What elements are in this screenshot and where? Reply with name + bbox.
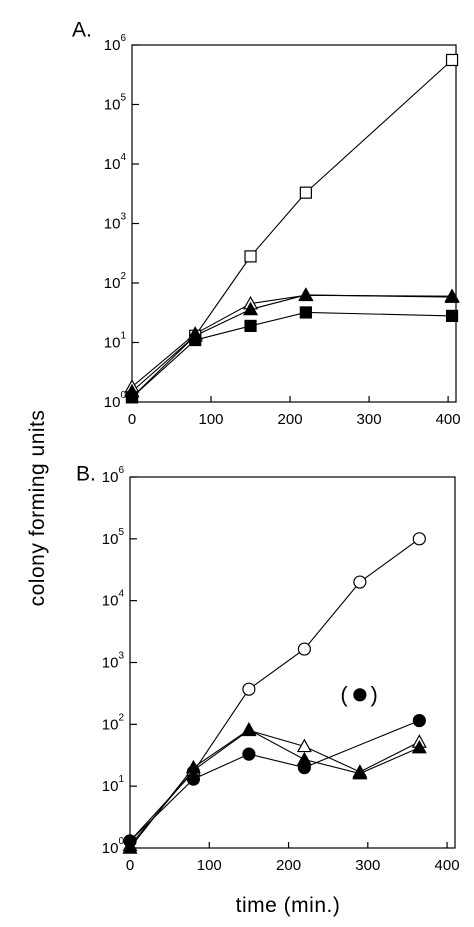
x-tick-label: 200 xyxy=(276,857,301,874)
x-tick-label: 300 xyxy=(355,857,380,874)
series-line-filled-triangle xyxy=(131,294,453,392)
data-point-filled-circle xyxy=(242,747,256,761)
x-tick-label: 100 xyxy=(197,857,222,874)
annotation-paren: ( xyxy=(340,682,348,707)
series-line-filled-circle xyxy=(129,720,420,842)
data-point-filled-triangle xyxy=(444,289,460,303)
data-point-filled-circle xyxy=(412,713,426,728)
x-tick-label: 400 xyxy=(435,857,460,874)
y-tick-label: 101 xyxy=(104,331,127,352)
y-tick-label: 103 xyxy=(104,212,127,233)
y-tick-label: 104 xyxy=(104,152,127,173)
x-axis-title: time (min.) xyxy=(236,894,341,917)
data-point-filled-circle xyxy=(123,834,137,848)
data-point-open-square xyxy=(244,250,257,263)
y-tick-label: 104 xyxy=(102,589,125,610)
data-point-open-circle xyxy=(297,642,311,656)
data-point-filled-triangle xyxy=(298,287,314,301)
y-tick-label: 105 xyxy=(102,527,125,548)
data-point-filled-triangle xyxy=(352,765,368,780)
data-point-filled-square xyxy=(299,306,312,319)
x-tick-label: 400 xyxy=(436,411,461,428)
y-tick-label: 102 xyxy=(102,712,125,733)
data-point-open-square xyxy=(299,186,312,199)
y-tick-label: 103 xyxy=(102,651,125,672)
panel-label: B. xyxy=(76,462,96,485)
series-line-open-triangle xyxy=(129,729,420,846)
series-line-filled-square xyxy=(131,311,453,398)
y-tick-label: 101 xyxy=(102,774,125,795)
series-line-filled-triangle xyxy=(129,729,420,849)
data-point-filled-circle xyxy=(186,772,201,786)
data-point-open-triangle xyxy=(296,738,312,753)
data-point-filled-square xyxy=(445,309,459,322)
data-point-filled-circle xyxy=(297,760,311,775)
y-tick-label: 100 xyxy=(102,836,125,857)
x-tick-label: 200 xyxy=(278,411,303,428)
y-axis-title: colony forming units xyxy=(26,410,49,607)
y-tick-label: 100 xyxy=(104,390,127,411)
series-line-open-triangle xyxy=(131,294,453,388)
plot-frame xyxy=(129,476,456,849)
y-tick-label: 102 xyxy=(104,271,127,292)
x-tick-label: 0 xyxy=(126,857,134,874)
y-tick-label: 106 xyxy=(102,465,125,486)
data-point-open-square xyxy=(445,53,459,67)
panel-label: A. xyxy=(72,18,92,41)
x-tick-label: 300 xyxy=(357,411,382,428)
x-tick-label: 0 xyxy=(128,411,136,428)
data-point-open-circle xyxy=(242,682,256,696)
data-point-filled-square xyxy=(189,333,202,347)
data-point-filled-square xyxy=(125,391,139,404)
x-tick-label: 100 xyxy=(199,411,224,428)
data-point-open-circle xyxy=(353,575,367,589)
data-point-open-circle xyxy=(412,532,426,546)
data-point-filled-triangle xyxy=(411,739,427,754)
y-tick-label: 106 xyxy=(104,33,127,54)
annotation-paren: ) xyxy=(370,682,377,707)
data-point-filled-triangle xyxy=(243,301,259,316)
outlier-point xyxy=(353,688,367,702)
data-point-filled-triangle xyxy=(241,721,257,736)
data-point-filled-square xyxy=(244,319,257,333)
y-tick-label: 105 xyxy=(104,93,127,114)
